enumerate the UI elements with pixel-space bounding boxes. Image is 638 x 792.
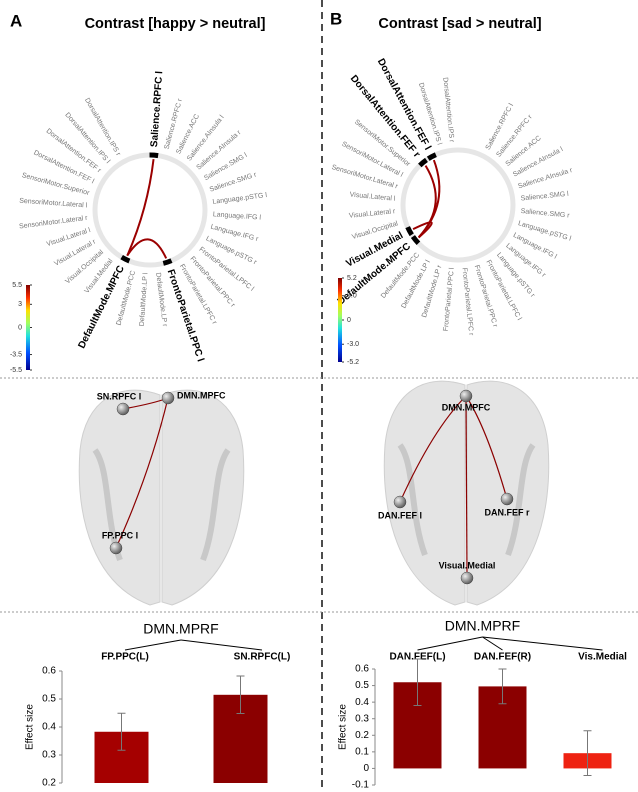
chart-title: DMN.MPRF bbox=[445, 618, 520, 634]
brain-node bbox=[109, 541, 123, 555]
connection bbox=[126, 238, 168, 259]
connection bbox=[126, 159, 155, 257]
brain-node bbox=[116, 402, 130, 416]
tree-branch bbox=[124, 639, 182, 651]
brain-node-label: FP.PPC l bbox=[102, 530, 138, 540]
ring-label: Salience.SMG r bbox=[520, 208, 570, 220]
ring-label: Visual.Lateral l bbox=[349, 191, 396, 202]
colorbar-tick-label: 5.2 bbox=[347, 275, 357, 282]
x-category-label: DAN.FEF(L) bbox=[389, 652, 445, 663]
connection bbox=[417, 159, 441, 239]
chart-title: DMN.MPRF bbox=[143, 621, 218, 637]
colorbar-tick-label: 0 bbox=[18, 324, 22, 331]
ring-label: DorsalAttention.IPS r bbox=[441, 77, 455, 143]
error-bar bbox=[236, 675, 245, 715]
panel-letter: A bbox=[10, 11, 22, 30]
ring-node bbox=[410, 235, 421, 245]
x-category-label: Vis.Medial bbox=[578, 652, 627, 663]
colorbar-tick-label: -5.2 bbox=[347, 359, 359, 366]
connection bbox=[412, 221, 433, 239]
x-category-label: FP.PPC(L) bbox=[101, 652, 149, 663]
x-category-label: SN.RPFC(L) bbox=[234, 652, 291, 663]
y-tick-label: 0.6 bbox=[355, 664, 369, 675]
ring-label: SensoriMotor.Lateral r bbox=[19, 215, 89, 231]
ring-label: Salience.SMG l bbox=[520, 191, 569, 203]
ring-node bbox=[405, 226, 414, 237]
y-tick-label: 0.4 bbox=[42, 722, 56, 733]
ring-label: FrontoParietal.LPFC r bbox=[460, 267, 474, 336]
y-tick-label: 0.4 bbox=[355, 697, 369, 708]
ring-label: DefaultMode.LP r bbox=[154, 272, 168, 327]
brain-node bbox=[161, 391, 175, 405]
y-tick-label: 0.6 bbox=[42, 666, 56, 677]
x-category-label: DAN.FEF(R) bbox=[474, 652, 531, 663]
ring-label: FrontoParietal.PPC l bbox=[165, 268, 206, 363]
y-axis-label: Effect size bbox=[25, 704, 36, 750]
colorbar-tick-label: 0 bbox=[347, 317, 351, 324]
panel-title: Contrast [happy > neutral] bbox=[85, 16, 266, 32]
ring-label: DefaultMode.LP l bbox=[139, 272, 150, 326]
colorbar-tick-label: -3.0 bbox=[347, 341, 359, 348]
ring-label: Language.IFG l bbox=[213, 211, 262, 221]
y-tick-label: 0.2 bbox=[355, 730, 369, 741]
brain-a bbox=[78, 389, 245, 606]
tree-branch bbox=[482, 636, 603, 651]
brain-node-label: DMN.MPFC bbox=[442, 402, 491, 412]
colorbar-tick-label: 5.5 bbox=[12, 282, 22, 289]
brain-node-label: SN.RPFC l bbox=[97, 391, 142, 401]
ring-label: Visual.Lateral r bbox=[349, 208, 397, 220]
colorbar-tick-label: -5.5 bbox=[10, 367, 22, 374]
brain-edge bbox=[465, 395, 508, 500]
error-bar bbox=[117, 712, 126, 751]
brain-node bbox=[500, 492, 514, 506]
ring-label: SensoriMotor.Lateral l bbox=[19, 198, 88, 210]
y-axis-label: Effect size bbox=[338, 704, 349, 750]
y-tick-label: 0.2 bbox=[42, 778, 56, 789]
ring-label: FrontoParietal.PPC l bbox=[443, 267, 456, 332]
colorbar-tick-label: 3 bbox=[18, 301, 22, 308]
panel-title: Contrast [sad > neutral] bbox=[378, 16, 541, 32]
ring-node bbox=[162, 258, 173, 266]
ring bbox=[400, 147, 516, 263]
y-tick-label: 0.5 bbox=[42, 694, 56, 705]
brain-node-label: DAN.FEF l bbox=[378, 510, 422, 520]
ring-label: DorsalAttention.IPS r bbox=[83, 97, 122, 158]
ring-node bbox=[418, 157, 428, 168]
tree-branch bbox=[482, 636, 503, 651]
brain-node bbox=[459, 389, 473, 403]
ring-node bbox=[120, 254, 131, 264]
colorbar-tick-label: -3.5 bbox=[10, 351, 22, 358]
y-tick-label: -0.1 bbox=[352, 780, 370, 791]
brain-edge bbox=[465, 395, 468, 579]
tree-branch bbox=[180, 639, 263, 651]
panel-letter: B bbox=[330, 9, 342, 28]
y-tick-label: 0.1 bbox=[355, 746, 369, 757]
brain-edge bbox=[399, 395, 467, 503]
error-bar bbox=[498, 668, 507, 705]
colorbar-tick-label: 3.0 bbox=[347, 293, 357, 300]
error-bar bbox=[583, 730, 592, 777]
y-tick-label: 0 bbox=[363, 763, 369, 774]
tree-branch bbox=[417, 636, 483, 651]
brain-node-label: Visual.Medial bbox=[439, 560, 496, 570]
y-tick-label: 0.5 bbox=[355, 680, 369, 691]
brain-node bbox=[460, 571, 474, 585]
error-bar bbox=[413, 658, 422, 706]
ring bbox=[92, 152, 208, 268]
colorbar bbox=[26, 285, 30, 370]
ring-label: Salience.RPFC l bbox=[149, 71, 165, 148]
brain-node-label: DMN.MPFC bbox=[177, 390, 226, 400]
ring-label: Language.pSTG l bbox=[212, 192, 268, 206]
brain-node-label: DAN.FEF r bbox=[485, 507, 530, 517]
colorbar bbox=[338, 278, 342, 362]
brain-edge bbox=[115, 397, 169, 549]
ring-node bbox=[426, 152, 437, 161]
y-tick-label: 0.3 bbox=[355, 713, 369, 724]
ring-node bbox=[149, 152, 159, 159]
brain-node bbox=[393, 495, 407, 509]
y-tick-label: 0.3 bbox=[42, 750, 56, 761]
